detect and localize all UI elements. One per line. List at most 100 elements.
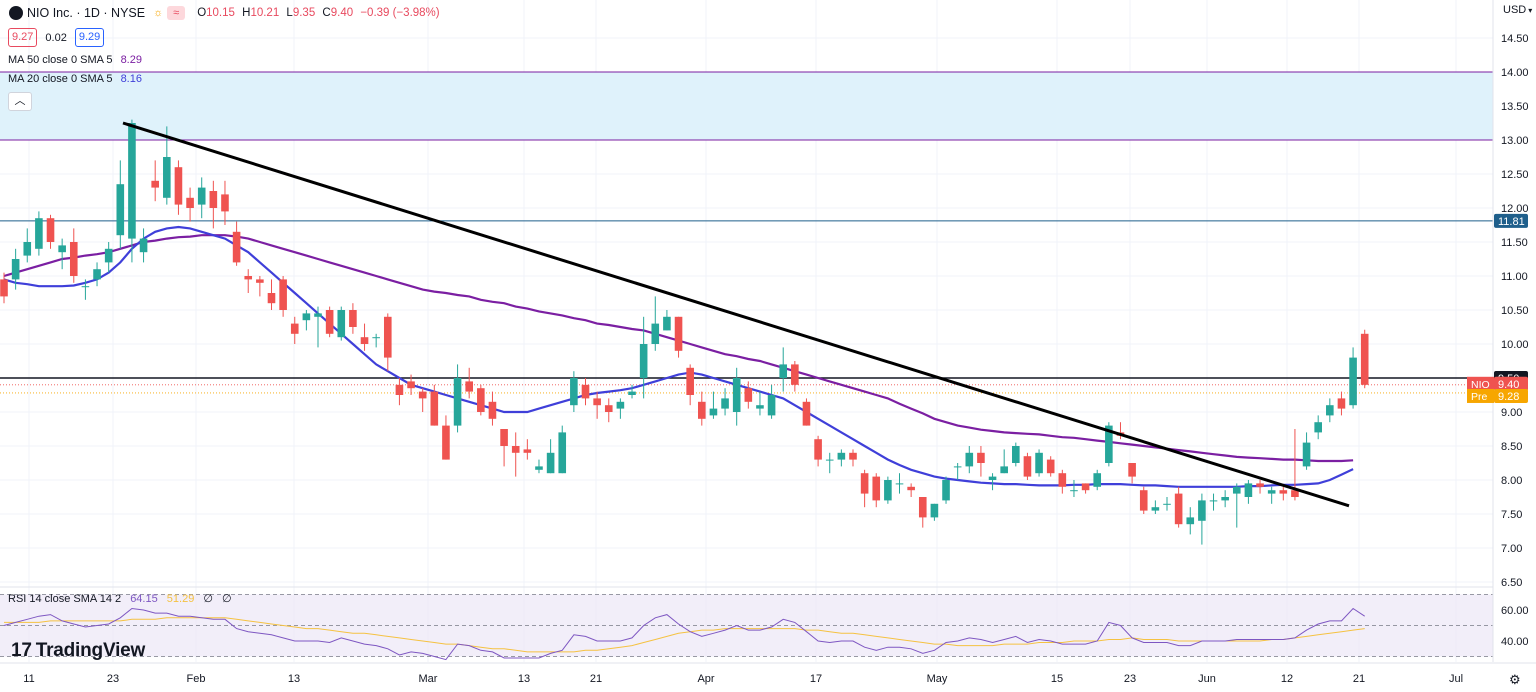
candlesticks: [0, 119, 1369, 545]
candle-body: [302, 313, 311, 321]
rsi-line: [3, 607, 1365, 661]
trendline: [122, 121, 1350, 508]
candle-body: [570, 378, 578, 406]
candle-body: [1105, 425, 1113, 463]
candle-body: [1163, 503, 1171, 505]
candle-body: [383, 316, 392, 358]
candle-body: [535, 466, 543, 470]
time-tick-label: Feb: [187, 673, 206, 685]
ma50-label: MA 50 close 0 SMA 5: [8, 54, 113, 66]
candle-body: [732, 378, 741, 412]
candle-body: [197, 187, 206, 205]
candle-body: [1000, 466, 1008, 474]
candle-body: [139, 238, 148, 253]
price-tick-label: 14.00: [1501, 67, 1529, 79]
rsi-tick-label: 40.00: [1501, 636, 1529, 648]
candle-body: [314, 313, 322, 317]
candle-body: [1198, 500, 1206, 521]
tradingview-logo[interactable]: 17 TradingView: [11, 640, 145, 662]
candle-body: [593, 398, 601, 406]
candle-body: [837, 452, 846, 460]
price-name-tag: NIO: [1471, 379, 1490, 391]
candle-body: [372, 337, 380, 339]
candle-body: [1349, 357, 1357, 406]
candle-body: [744, 388, 753, 402]
time-tick-label: 11: [23, 673, 34, 685]
level-label-1181: 11.81: [1498, 216, 1525, 228]
price-name-tag-bg: [1467, 388, 1494, 403]
rsi-label: RSI 14 close SMA 14 2: [8, 593, 122, 605]
price-value-tag: 9.40: [1498, 379, 1519, 391]
candle-body: [942, 480, 950, 501]
candle-body: [418, 391, 427, 399]
sun-icon: ☼: [153, 7, 164, 19]
candle-body: [988, 476, 997, 480]
time-tick-label: Apr: [697, 673, 714, 685]
candle-body: [674, 316, 683, 351]
candle-body: [1023, 456, 1032, 477]
candle-body: [965, 452, 974, 467]
price-tick-label: 13.00: [1501, 135, 1529, 147]
candle-body: [221, 194, 229, 212]
candle-body: [895, 483, 904, 485]
time-tick-label: May: [927, 673, 948, 685]
price-tick-label: 12.50: [1501, 169, 1529, 181]
candle-body: [267, 293, 276, 304]
candle-body: [639, 344, 648, 378]
candle-body: [453, 378, 462, 426]
price-tick-label: 8.50: [1501, 441, 1522, 453]
sell-button[interactable]: 9.27: [8, 28, 38, 47]
candle-body: [1151, 507, 1160, 511]
candle-body: [628, 391, 636, 395]
candle-body: [232, 231, 241, 263]
candle-body: [1221, 497, 1229, 501]
ma20-legend[interactable]: MA 20 close 0 SMA 5 8.16: [8, 73, 142, 85]
tradingview-mark-icon: 17: [11, 640, 32, 661]
candle-body: [209, 191, 218, 208]
collapse-legend-button[interactable]: ︿: [8, 92, 32, 111]
candle-body: [465, 381, 473, 392]
candle-body: [58, 245, 66, 253]
candle-body: [1326, 405, 1334, 416]
price-value-tag-bg: [1494, 388, 1528, 403]
buy-button[interactable]: 9.29: [74, 28, 105, 47]
candle-body: [1291, 490, 1299, 497]
ma50-value: 8.29: [120, 54, 142, 66]
rsi-extra-2: ∅: [222, 593, 232, 605]
spread-value: 0.02: [45, 31, 67, 44]
candle-body: [849, 452, 857, 460]
symbol-title[interactable]: NIO Inc. · 1D · NYSE: [27, 6, 146, 20]
candle-body: [46, 218, 55, 242]
candle-body: [1337, 398, 1346, 409]
candle-body: [407, 381, 415, 389]
chevron-up-icon: ︿: [14, 95, 26, 107]
candle-body: [477, 388, 485, 412]
time-tick-label: Mar: [419, 673, 438, 685]
candle-body: [721, 398, 729, 409]
candle-body: [186, 197, 194, 208]
candle-body: [1186, 517, 1195, 525]
candle-body: [791, 364, 799, 385]
candle-body: [872, 476, 881, 501]
ma50-legend[interactable]: MA 50 close 0 SMA 5 8.29: [8, 54, 142, 66]
candle-body: [360, 337, 369, 344]
settings-gear-icon[interactable]: ⚙: [1509, 672, 1521, 687]
level-label-1181-bg: [1494, 213, 1528, 228]
candle-body: [442, 425, 450, 460]
time-tick-label: Jun: [1198, 673, 1216, 685]
rsi-pane: [3, 607, 1365, 661]
chart-header: NIO Inc. · 1D · NYSE ☼ ≈ O10.15 H10.21 L…: [0, 0, 440, 26]
candle-body: [1128, 463, 1136, 477]
candle-body: [35, 218, 43, 249]
price-tick-label: 9.00: [1501, 407, 1522, 419]
price-name-tag: Pre: [1471, 391, 1488, 403]
candle-body: [1012, 446, 1020, 463]
rsi-sma-line: [4, 617, 1365, 653]
rsi-legend[interactable]: RSI 14 close SMA 14 2 64.15 51.29 ∅ ∅: [8, 592, 232, 605]
nio-logo-icon: [9, 6, 23, 20]
candle-body: [825, 459, 834, 461]
currency-selector[interactable]: USD ▾: [1503, 4, 1533, 16]
candle-body: [1279, 490, 1288, 494]
candle-body: [1360, 333, 1369, 385]
